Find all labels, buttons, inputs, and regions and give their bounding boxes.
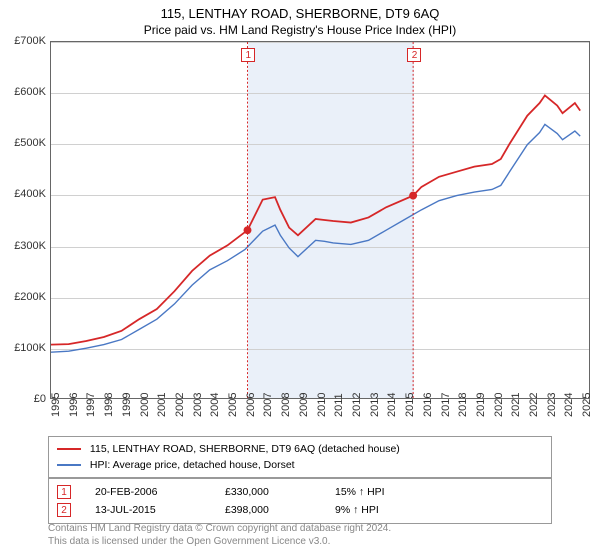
transaction-price: £330,000 bbox=[225, 486, 335, 498]
transaction-date: 13-JUL-2015 bbox=[95, 504, 225, 516]
legend-item-1: 115, LENTHAY ROAD, SHERBORNE, DT9 6AQ (d… bbox=[57, 441, 543, 457]
chart-area: £0£100K£200K£300K£400K£500K£600K£700K 12… bbox=[0, 41, 600, 431]
transaction-row: 1 20-FEB-2006 £330,000 15% ↑ HPI bbox=[57, 483, 543, 501]
footer-line-1: Contains HM Land Registry data © Crown c… bbox=[48, 522, 552, 535]
plot-region: 12 bbox=[50, 41, 590, 399]
transaction-row: 2 13-JUL-2015 £398,000 9% ↑ HPI bbox=[57, 501, 543, 519]
footer-line-2: This data is licensed under the Open Gov… bbox=[48, 535, 552, 548]
transaction-num-box: 2 bbox=[57, 503, 71, 517]
transaction-price: £398,000 bbox=[225, 504, 335, 516]
transaction-date: 20-FEB-2006 bbox=[95, 486, 225, 498]
chart-title: 115, LENTHAY ROAD, SHERBORNE, DT9 6AQ bbox=[0, 0, 600, 21]
legend: 115, LENTHAY ROAD, SHERBORNE, DT9 6AQ (d… bbox=[48, 436, 552, 478]
legend-label-1: 115, LENTHAY ROAD, SHERBORNE, DT9 6AQ (d… bbox=[90, 443, 400, 455]
chart-container: 115, LENTHAY ROAD, SHERBORNE, DT9 6AQ Pr… bbox=[0, 0, 600, 560]
legend-swatch-2 bbox=[57, 464, 81, 466]
chart-subtitle: Price paid vs. HM Land Registry's House … bbox=[0, 21, 600, 41]
legend-item-2: HPI: Average price, detached house, Dors… bbox=[57, 457, 543, 473]
transaction-delta: 9% ↑ HPI bbox=[335, 504, 455, 516]
legend-label-2: HPI: Average price, detached house, Dors… bbox=[90, 459, 295, 471]
x-axis-labels: 1995199619971998199920002001200220032004… bbox=[50, 401, 590, 431]
legend-swatch-1 bbox=[57, 448, 81, 450]
transaction-delta: 15% ↑ HPI bbox=[335, 486, 455, 498]
transactions-table: 1 20-FEB-2006 £330,000 15% ↑ HPI 2 13-JU… bbox=[48, 478, 552, 524]
line-svg bbox=[51, 42, 589, 398]
footer-text: Contains HM Land Registry data © Crown c… bbox=[48, 522, 552, 548]
transaction-num-box: 1 bbox=[57, 485, 71, 499]
